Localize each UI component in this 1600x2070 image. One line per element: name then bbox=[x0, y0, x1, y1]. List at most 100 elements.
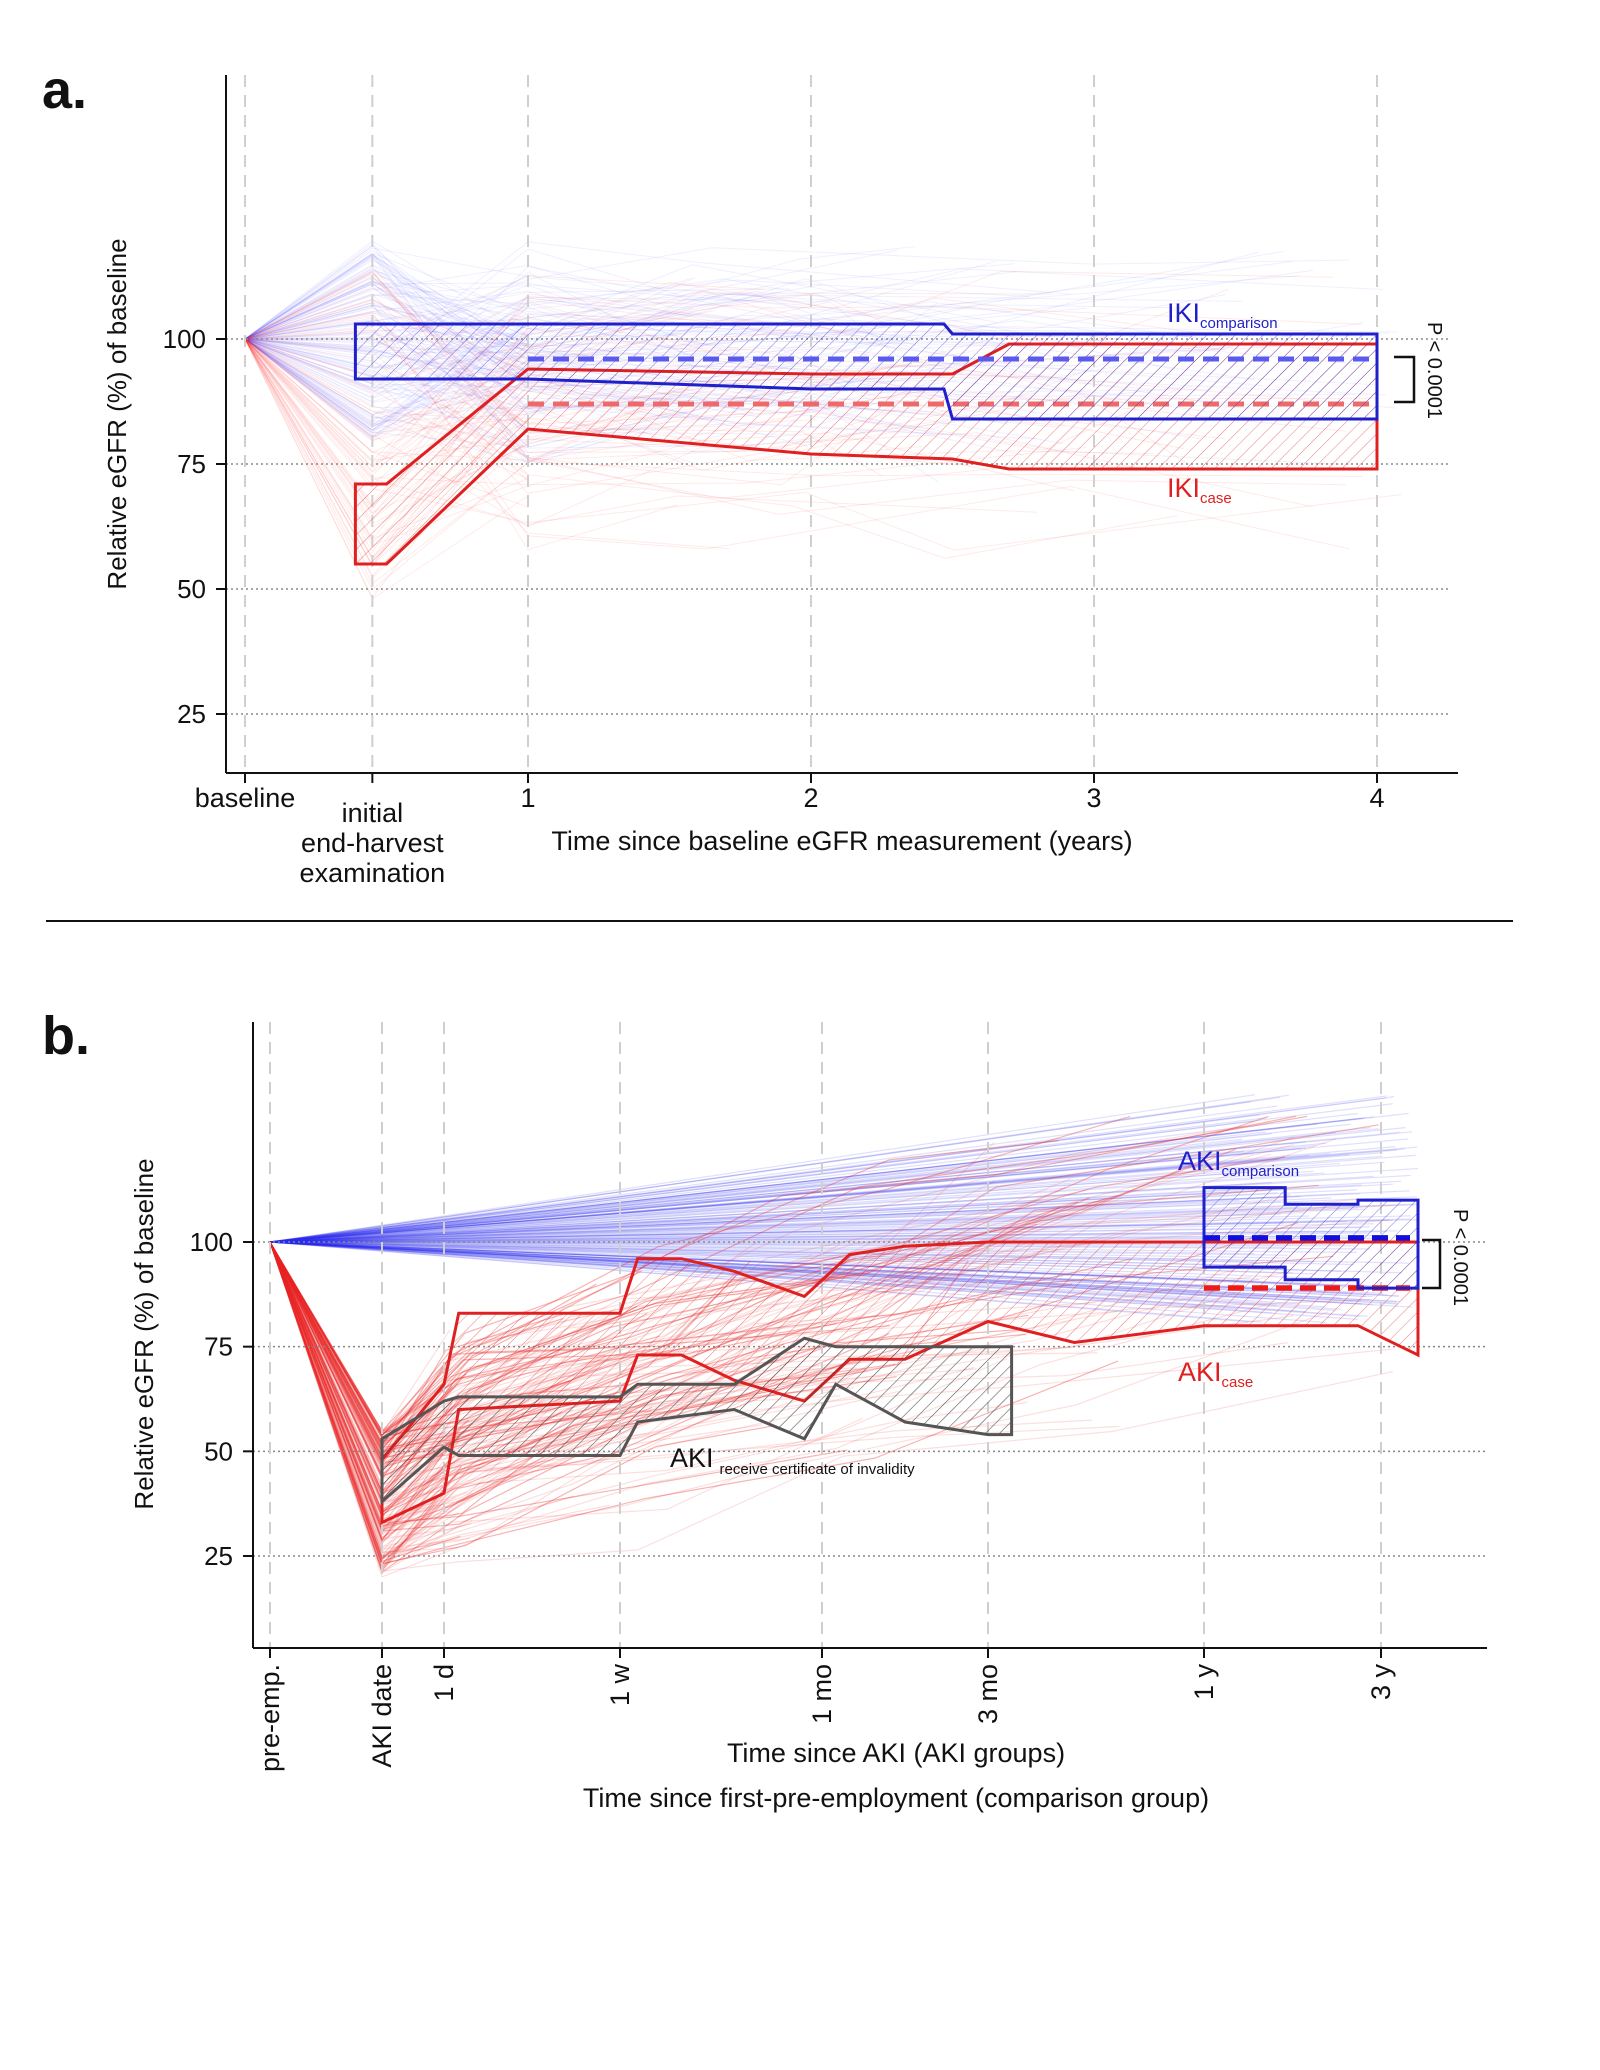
trajectory-line bbox=[269, 1133, 1273, 1243]
panel-b-x-ticks: pre-emp. AKI date 1 d 1 w 1 mo 3 mo 1 y 3 y bbox=[255, 1648, 1396, 1772]
band-IKIcomparison bbox=[353, 322, 1379, 421]
trajectory-line bbox=[269, 1096, 1281, 1243]
y-tick-label: 75 bbox=[204, 1332, 233, 1362]
panel-a-significance-bracket bbox=[1394, 355, 1416, 404]
panel-b-significance-bracket bbox=[1422, 1238, 1442, 1290]
trajectory-line bbox=[269, 1208, 1365, 1243]
panel-b-label: b. bbox=[42, 1006, 90, 1066]
trajectory-line bbox=[269, 1158, 1280, 1243]
panel-a-label: a. bbox=[42, 60, 87, 120]
panel-b-invalidity-label: AKI receive certificate of invalidity bbox=[670, 1443, 915, 1478]
y-tick-label: 75 bbox=[177, 449, 206, 479]
trajectory-line bbox=[244, 270, 997, 340]
trajectory-line bbox=[244, 338, 1346, 515]
trajectory-line bbox=[269, 1127, 1406, 1243]
trajectory-line bbox=[269, 1094, 1255, 1243]
trajectory-line bbox=[269, 1167, 1418, 1243]
trajectory-line bbox=[269, 1207, 1358, 1243]
trajectory-line bbox=[244, 288, 790, 340]
trajectory-line bbox=[269, 1235, 1383, 1243]
x-tick-label: 1 w bbox=[605, 1664, 635, 1707]
trajectory-line bbox=[269, 1147, 1306, 1243]
x-tick-label: 1 bbox=[520, 783, 535, 813]
trajectory-line bbox=[269, 1212, 1306, 1243]
panel-a-comparison-label: IKIcomparison bbox=[1167, 298, 1278, 332]
trajectory-line bbox=[269, 1120, 1254, 1243]
trajectory-line bbox=[269, 1226, 1371, 1243]
trajectory-line bbox=[244, 294, 529, 340]
trajectory-line bbox=[269, 1138, 1409, 1243]
trajectory-line bbox=[269, 1171, 1248, 1243]
trajectory-line bbox=[269, 1192, 1361, 1243]
trajectory-line bbox=[269, 1241, 775, 1565]
trajectory-line bbox=[269, 1241, 763, 1578]
y-tick-label: 100 bbox=[190, 1227, 233, 1257]
x-tick-label: 1 y bbox=[1189, 1664, 1219, 1701]
panel-b-p-value: P < 0.0001 bbox=[1449, 1209, 1471, 1306]
trajectory-line bbox=[244, 268, 1384, 340]
panel-a-case-label: IKIcase bbox=[1167, 473, 1232, 507]
trajectory-line bbox=[269, 1117, 1363, 1243]
trajectory-line bbox=[244, 274, 765, 349]
x-tick-label: initial end-harvest examination bbox=[300, 798, 446, 888]
trajectory-line bbox=[244, 338, 529, 415]
trajectory-line bbox=[269, 1192, 1278, 1243]
band-AKIreceive certificate of invalidity bbox=[380, 1336, 1014, 1505]
trajectory-line bbox=[269, 1148, 1406, 1243]
trajectory-line bbox=[244, 270, 1334, 473]
panel-a-x-axis-label: Time since baseline eGFR measurement (ye… bbox=[551, 826, 1132, 856]
trajectory-line bbox=[269, 1215, 1309, 1243]
trajectory-line bbox=[269, 1236, 1356, 1243]
trajectory-line bbox=[269, 1115, 1296, 1438]
trajectory-line bbox=[244, 261, 1293, 435]
trajectory-line bbox=[269, 1213, 1281, 1243]
trajectory-line bbox=[269, 1195, 1301, 1243]
trajectory-line bbox=[244, 291, 782, 343]
trajectory-line bbox=[244, 338, 1363, 477]
trajectory-line bbox=[269, 1241, 459, 1559]
trajectory-line bbox=[244, 312, 672, 440]
trajectory-line bbox=[269, 1241, 859, 1531]
trajectory-line bbox=[269, 1128, 1379, 1243]
trajectory-line bbox=[269, 1241, 1092, 1545]
trajectory-line bbox=[244, 338, 806, 546]
x-tick-label: 3 bbox=[1086, 783, 1101, 813]
trajectory-line bbox=[244, 287, 721, 340]
trajectory-line bbox=[269, 1153, 1349, 1243]
trajectory-line bbox=[244, 280, 720, 340]
x-tick-label: AKI date bbox=[367, 1664, 397, 1768]
trajectory-line bbox=[269, 1241, 1119, 1566]
panel-b-comparison-label: AKIcomparison bbox=[1178, 1146, 1299, 1180]
trajectory-line bbox=[244, 247, 1350, 356]
trajectory-line bbox=[244, 252, 739, 340]
x-tick-label: 3 y bbox=[1366, 1664, 1396, 1701]
trajectory-line bbox=[269, 1141, 1306, 1243]
trajectory-line bbox=[269, 1150, 1244, 1243]
trajectory-line bbox=[269, 1241, 899, 1573]
y-tick-label: 50 bbox=[177, 574, 206, 604]
trajectory-line bbox=[269, 1184, 1362, 1243]
trajectory-line bbox=[269, 1181, 1272, 1243]
trajectory-line bbox=[269, 1241, 1008, 1540]
panel-a-y-axis-label: Relative eGFR (%) of baseline bbox=[102, 238, 132, 589]
trajectory-line bbox=[244, 248, 899, 372]
y-tick-label: 100 bbox=[163, 324, 206, 354]
trajectory-line bbox=[269, 1101, 1252, 1243]
trajectory-line bbox=[269, 1131, 1267, 1243]
x-tick-label: 1 d bbox=[429, 1664, 459, 1702]
trajectory-line bbox=[269, 1222, 1284, 1243]
trajectory-line bbox=[269, 1231, 1387, 1243]
trajectory-line bbox=[269, 1197, 1332, 1243]
x-tick-label: 4 bbox=[1369, 783, 1384, 813]
trajectory-line bbox=[269, 1140, 1059, 1465]
trajectory-line bbox=[269, 1132, 1336, 1243]
trajectory-line bbox=[269, 1241, 610, 1559]
trajectory-line bbox=[244, 338, 529, 431]
trajectory-line bbox=[269, 1241, 1120, 1542]
trajectory-line bbox=[269, 1241, 1329, 1557]
trajectory-line bbox=[269, 1230, 1328, 1243]
trajectory-line bbox=[244, 312, 1350, 550]
trajectory-line bbox=[269, 1241, 456, 1539]
trajectory-line bbox=[269, 1142, 1327, 1243]
trajectory-line bbox=[269, 1148, 1302, 1243]
